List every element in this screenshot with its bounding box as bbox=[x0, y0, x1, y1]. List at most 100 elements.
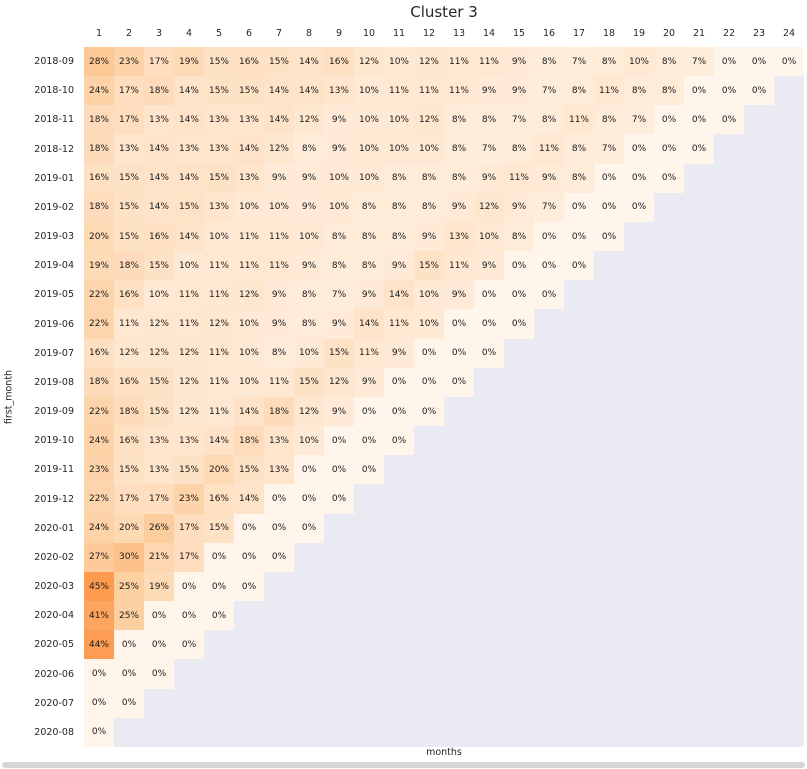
y-tick-label: 2020-03 bbox=[34, 581, 74, 593]
heatmap-empty-cell bbox=[684, 572, 714, 601]
heatmap-cell: 0% bbox=[444, 367, 474, 397]
heatmap-cell: 8% bbox=[534, 47, 564, 77]
heatmap-empty-cell bbox=[324, 659, 354, 688]
heatmap-empty-cell bbox=[564, 309, 594, 338]
heatmap-cell: 11% bbox=[564, 105, 594, 135]
heatmap-empty-cell bbox=[504, 601, 534, 630]
heatmap-empty-cell bbox=[444, 426, 474, 455]
heatmap-cell: 14% bbox=[294, 47, 324, 77]
heatmap-empty-cell bbox=[354, 689, 384, 718]
heatmap-empty-cell bbox=[204, 659, 234, 688]
heatmap-cell: 15% bbox=[174, 192, 204, 222]
heatmap-empty-cell bbox=[624, 426, 654, 455]
heatmap-empty-cell bbox=[534, 339, 564, 368]
heatmap-cell: 0% bbox=[684, 76, 714, 106]
heatmap-cell: 22% bbox=[84, 484, 114, 514]
heatmap-empty-cell bbox=[744, 251, 774, 280]
heatmap-cell: 13% bbox=[204, 192, 234, 222]
heatmap-empty-cell bbox=[474, 514, 504, 543]
heatmap-empty-cell bbox=[774, 368, 804, 397]
y-tick-label: 2018-12 bbox=[34, 143, 74, 155]
heatmap-cell: 23% bbox=[174, 484, 204, 514]
heatmap-cell: 0% bbox=[594, 221, 624, 252]
heatmap-cell: 14% bbox=[234, 134, 264, 164]
heatmap-empty-cell bbox=[234, 601, 264, 630]
heatmap-empty-cell bbox=[624, 601, 654, 630]
heatmap-empty-cell bbox=[744, 514, 774, 543]
heatmap-cell: 7% bbox=[564, 47, 594, 77]
heatmap-cell: 0% bbox=[264, 513, 294, 543]
heatmap-empty-cell bbox=[414, 659, 444, 688]
y-tick-label: 2019-04 bbox=[34, 260, 74, 272]
y-tick-label: 2020-06 bbox=[34, 668, 74, 680]
heatmap-cell: 17% bbox=[114, 76, 144, 106]
heatmap-empty-cell bbox=[654, 280, 684, 309]
heatmap-cell: 0% bbox=[474, 309, 504, 339]
heatmap-cell: 0% bbox=[654, 163, 684, 193]
heatmap-cell: 10% bbox=[264, 192, 294, 222]
heatmap-cell: 10% bbox=[354, 163, 384, 193]
heatmap-empty-cell bbox=[774, 105, 804, 134]
heatmap-empty-cell bbox=[594, 484, 624, 513]
heatmap-empty-cell bbox=[324, 601, 354, 630]
heatmap-cell: 11% bbox=[444, 47, 474, 77]
x-tick-label: 4 bbox=[185, 28, 193, 39]
heatmap-cell: 16% bbox=[114, 426, 144, 456]
heatmap-cell: 0% bbox=[114, 659, 144, 689]
heatmap-cell: 12% bbox=[474, 192, 504, 222]
heatmap-cell: 15% bbox=[204, 47, 234, 77]
heatmap-cell: 14% bbox=[294, 76, 324, 106]
heatmap-empty-cell bbox=[534, 659, 564, 688]
heatmap-cell: 14% bbox=[264, 105, 294, 135]
heatmap-empty-cell bbox=[744, 689, 774, 718]
heatmap-empty-cell bbox=[774, 280, 804, 309]
heatmap-empty-cell bbox=[534, 543, 564, 572]
heatmap-empty-cell bbox=[624, 630, 654, 659]
heatmap-empty-cell bbox=[474, 718, 504, 747]
heatmap-cell: 11% bbox=[504, 163, 534, 193]
heatmap-cell: 13% bbox=[144, 455, 174, 485]
heatmap-cell: 0% bbox=[504, 251, 534, 281]
heatmap-cell: 0% bbox=[534, 280, 564, 310]
x-tick-label: 6 bbox=[245, 28, 253, 39]
heatmap-empty-cell bbox=[624, 339, 654, 368]
heatmap-empty-cell bbox=[354, 543, 384, 572]
heatmap-cell: 0% bbox=[354, 455, 384, 485]
heatmap-cell: 12% bbox=[144, 309, 174, 339]
y-tick-label: 2019-12 bbox=[34, 493, 74, 505]
heatmap-empty-cell bbox=[744, 193, 774, 222]
heatmap-empty-cell bbox=[714, 543, 744, 572]
heatmap-cell: 16% bbox=[84, 163, 114, 193]
heatmap-cell: 0% bbox=[114, 688, 144, 718]
heatmap-empty-cell bbox=[534, 309, 564, 338]
heatmap-cell: 9% bbox=[504, 192, 534, 222]
heatmap-empty-cell bbox=[594, 718, 624, 747]
heatmap-empty-cell bbox=[564, 601, 594, 630]
heatmap-cell: 11% bbox=[264, 221, 294, 252]
heatmap-empty-cell bbox=[564, 572, 594, 601]
heatmap-empty-cell bbox=[774, 543, 804, 572]
horizontal-scrollbar[interactable] bbox=[2, 762, 805, 768]
heatmap-cell: 14% bbox=[354, 309, 384, 339]
heatmap-cell: 9% bbox=[474, 251, 504, 281]
heatmap-empty-cell bbox=[564, 368, 594, 397]
heatmap-empty-cell bbox=[264, 601, 294, 630]
heatmap-empty-cell bbox=[294, 718, 324, 747]
heatmap-empty-cell bbox=[654, 455, 684, 484]
heatmap-cell: 0% bbox=[174, 601, 204, 631]
heatmap-empty-cell bbox=[294, 689, 324, 718]
heatmap-cell: 8% bbox=[384, 221, 414, 252]
heatmap-cell: 10% bbox=[324, 192, 354, 222]
heatmap-empty-cell bbox=[714, 134, 744, 163]
heatmap-cell: 18% bbox=[144, 76, 174, 106]
heatmap-empty-cell bbox=[144, 689, 174, 718]
heatmap-empty-cell bbox=[474, 368, 504, 397]
heatmap-empty-cell bbox=[594, 368, 624, 397]
heatmap-cell: 8% bbox=[504, 221, 534, 252]
heatmap-cell: 11% bbox=[264, 367, 294, 397]
heatmap-cell: 7% bbox=[504, 105, 534, 135]
heatmap-empty-cell bbox=[744, 280, 774, 309]
heatmap-cell: 0% bbox=[564, 221, 594, 252]
heatmap-empty-cell bbox=[354, 572, 384, 601]
heatmap-cell: 0% bbox=[504, 280, 534, 310]
